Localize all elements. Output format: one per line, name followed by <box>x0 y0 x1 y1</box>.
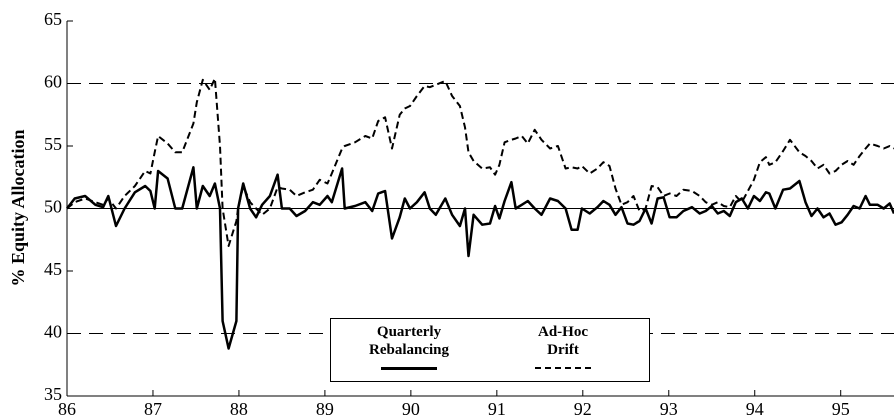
y-tick-label: 55 <box>44 134 62 154</box>
y-axis-label: % Equity Allocation <box>8 129 28 286</box>
x-tick-label: 91 <box>488 399 506 418</box>
y-tick-label: 35 <box>44 384 62 404</box>
y-tick-label: 65 <box>44 9 62 29</box>
y-tick-label: 40 <box>44 322 62 342</box>
x-tick-label: 88 <box>230 399 248 418</box>
x-tick-label: 95 <box>832 399 850 418</box>
y-tick-label: 50 <box>44 197 62 217</box>
legend-label: Ad-Hoc Drift <box>538 324 588 358</box>
legend-label: Quarterly Rebalancing <box>368 324 449 358</box>
y-tick-label: 45 <box>44 259 62 279</box>
x-tick-label: 89 <box>316 399 334 418</box>
x-tick-label: 94 <box>746 399 764 418</box>
legend-swatch <box>381 367 437 370</box>
data-line <box>66 77 894 247</box>
x-tick-label: 86 <box>58 399 76 418</box>
x-tick-label: 87 <box>144 399 162 418</box>
x-tick-label: 90 <box>402 399 420 418</box>
y-tick-label: 60 <box>44 72 62 92</box>
x-tick-label: 93 <box>660 399 678 418</box>
data-line <box>66 166 894 350</box>
legend: Quarterly Rebalancing Ad-Hoc Drift <box>330 318 650 382</box>
x-tick-label: 92 <box>574 399 592 418</box>
legend-swatch <box>535 367 591 369</box>
